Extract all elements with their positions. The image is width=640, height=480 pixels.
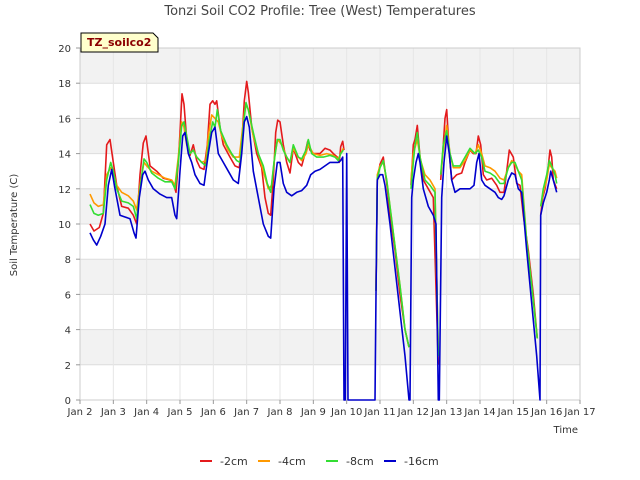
x-tick-label: Jan 3 bbox=[100, 407, 126, 418]
legend: -2cm -4cm -8cm -16cm bbox=[200, 455, 439, 468]
x-axis-label: Time bbox=[553, 425, 578, 436]
x-tick-label: Jan 11 bbox=[363, 407, 395, 418]
legend-label: -2cm bbox=[220, 455, 248, 468]
y-tick-label: 10 bbox=[58, 220, 71, 231]
x-tick-label: Jan 15 bbox=[497, 407, 529, 418]
site-badge: TZ_soilco2 bbox=[80, 32, 159, 53]
x-tick-label: Jan 4 bbox=[133, 407, 159, 418]
series-layer bbox=[89, 80, 558, 401]
legend-item: -4cm bbox=[258, 455, 306, 468]
x-tick-label: Jan 5 bbox=[167, 407, 193, 418]
site-badge-label: TZ_soilco2 bbox=[87, 36, 151, 49]
x-tick-label: Jan 7 bbox=[233, 407, 259, 418]
x-tick-label: Jan 17 bbox=[563, 407, 595, 418]
x-tick-label: Jan 8 bbox=[267, 407, 293, 418]
x-tick-label: Jan 10 bbox=[330, 407, 362, 418]
legend-label: -8cm bbox=[346, 455, 374, 468]
x-tick-label: Jan 12 bbox=[397, 407, 429, 418]
y-tick-label: 4 bbox=[65, 326, 71, 337]
series-line-8cmcm bbox=[89, 101, 558, 357]
y-tick-label: 20 bbox=[58, 44, 71, 55]
chart-title: Tonzi Soil CO2 Profile: Tree (West) Temp… bbox=[163, 4, 476, 19]
y-tick-label: 12 bbox=[58, 185, 71, 196]
x-tick-label: Jan 16 bbox=[530, 407, 562, 418]
y-tick-label: 0 bbox=[65, 396, 71, 407]
x-tick-label: Jan 2 bbox=[67, 407, 93, 418]
series-line-16cmcm bbox=[89, 115, 558, 401]
site-badge-shape bbox=[80, 32, 159, 53]
legend-item: -8cm bbox=[326, 455, 374, 468]
legend-item: -16cm bbox=[384, 455, 439, 468]
y-axis-ticks: 0 2 4 6 8 10 12 14 16 18 20 bbox=[58, 44, 80, 407]
plot-band bbox=[80, 329, 580, 365]
y-tick-label: 2 bbox=[65, 361, 71, 372]
y-tick-label: 16 bbox=[58, 114, 71, 125]
plot-band bbox=[80, 118, 580, 154]
x-tick-label: Jan 13 bbox=[430, 407, 462, 418]
x-tick-label: Jan 6 bbox=[200, 407, 226, 418]
y-tick-label: 18 bbox=[58, 79, 71, 90]
x-tick-label: Jan 14 bbox=[463, 407, 495, 418]
plot-band bbox=[80, 48, 580, 84]
y-tick-label: 6 bbox=[65, 290, 71, 301]
legend-label: -4cm bbox=[278, 455, 306, 468]
legend-label: -16cm bbox=[404, 455, 439, 468]
y-tick-label: 14 bbox=[58, 150, 71, 161]
x-axis-ticks: Jan 2 Jan 3 Jan 4 Jan 5 Jan 6 Jan 7 Jan 8 Jan 9… bbox=[67, 400, 596, 418]
y-axis-label: Soil Temperature (C) bbox=[9, 174, 20, 277]
legend-item: -2cm bbox=[200, 455, 248, 468]
plot-band bbox=[80, 259, 580, 295]
y-tick-label: 8 bbox=[65, 255, 71, 266]
x-tick-label: Jan 9 bbox=[300, 407, 326, 418]
